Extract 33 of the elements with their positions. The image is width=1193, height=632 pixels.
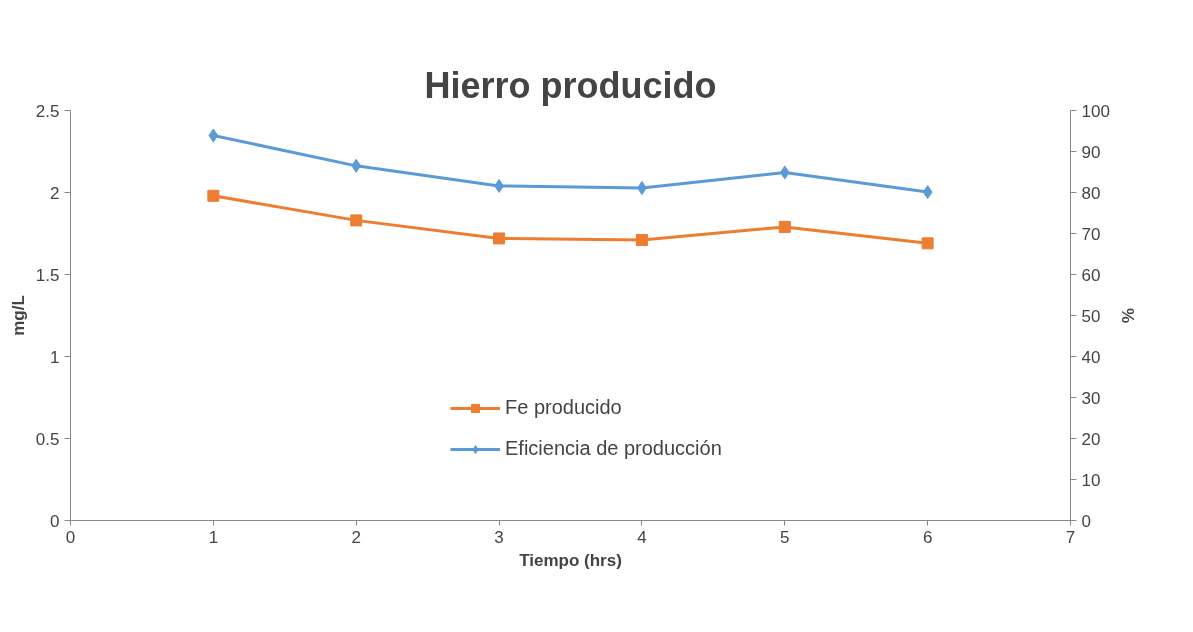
y-axis-title: mg/L [8, 295, 28, 336]
y2-tick-label: 10 [1081, 470, 1101, 490]
legend-label: Fe producido [505, 396, 622, 419]
point [207, 189, 220, 202]
x-axis-title: Tiempo (hrs) [519, 550, 622, 570]
x-tick-label: 5 [780, 527, 790, 547]
y2-tick-label: 90 [1081, 142, 1101, 162]
y-tick-label: 0 [50, 511, 60, 531]
x-tick-label: 0 [65, 527, 76, 547]
y2-tick-label: 40 [1081, 347, 1101, 367]
y2-tick-label: 0 [1081, 511, 1091, 531]
x-tick-label: 4 [637, 527, 647, 547]
y2-tick-label: 60 [1081, 265, 1101, 285]
chart-title: Hierro producido [424, 64, 717, 106]
y2-axis-title: % [1117, 307, 1137, 324]
y2-tick-label: 20 [1081, 429, 1101, 449]
y-tick-label: 2 [50, 183, 60, 203]
y-tick-label: 1.5 [35, 265, 60, 285]
y2-tick-label: 50 [1081, 306, 1101, 326]
point [921, 237, 934, 250]
x-tick-label: 7 [1065, 527, 1076, 547]
x-tick-label: 3 [494, 527, 504, 547]
y-tick-label: 2.5 [35, 101, 60, 121]
legend-label: Eficiencia de producción [505, 437, 722, 460]
y-tick-label: 1 [50, 347, 60, 367]
y2-tick-label: 30 [1081, 388, 1101, 408]
y2-tick-label: 80 [1081, 183, 1101, 203]
y2-tick-label: 70 [1081, 224, 1101, 244]
x-tick-label: 6 [922, 527, 933, 547]
y2-tick-label: 100 [1081, 101, 1110, 121]
y-tick-label: 0.5 [35, 429, 60, 449]
x-tick-label: 2 [351, 527, 361, 547]
x-tick-label: 1 [208, 527, 219, 547]
